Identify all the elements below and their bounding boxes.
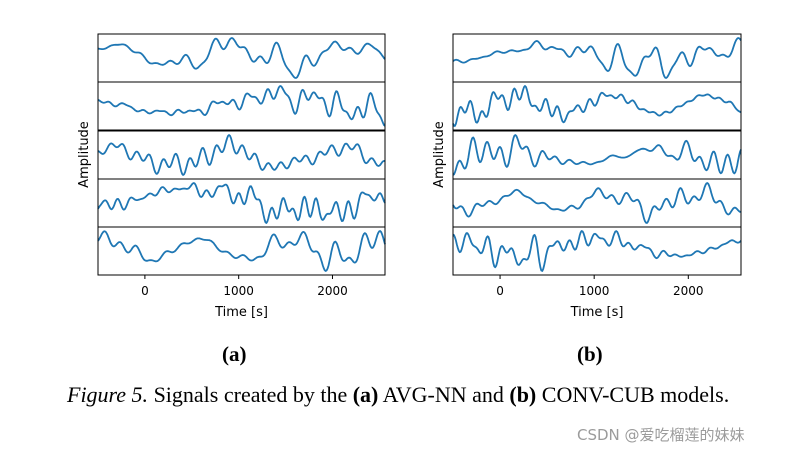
caption-figure-ref: Figure 5. — [67, 382, 149, 407]
subplot-3 — [97, 130, 386, 180]
x-tick-label: 0 — [496, 284, 504, 298]
subplot-frame — [97, 33, 386, 83]
signal-line — [452, 37, 742, 79]
x-tick-label: 1000 — [579, 284, 610, 298]
subplot-frame — [452, 226, 742, 276]
subplot-5 — [452, 226, 742, 276]
signal-line — [97, 85, 386, 127]
x-axis-label: Time [s] — [214, 305, 268, 320]
subplot-frame — [452, 81, 742, 131]
x-tick-label: 1000 — [223, 284, 254, 298]
panel-b-label: (b) — [577, 342, 603, 366]
signal-line — [97, 182, 386, 224]
chart-panel-a: 0 1000 2000 Time [s] Amplitude — [77, 33, 386, 320]
subplot-2 — [97, 81, 386, 131]
subplot-frame — [97, 81, 386, 131]
subplot-1 — [97, 33, 386, 83]
caption-text-1: Signals created by the — [148, 382, 353, 407]
caption-text-3: CONV-CUB models. — [536, 382, 730, 407]
chart-panel-b: 0 1000 2000 Time [s] Amplitude — [432, 33, 742, 320]
signal-line — [97, 230, 386, 272]
panel-a-label: (a) — [222, 342, 247, 366]
signal-line — [97, 134, 386, 176]
subplot-1 — [452, 33, 742, 83]
subplot-2 — [452, 81, 742, 131]
caption-a-label: (a) — [352, 382, 379, 407]
subplot-frame — [452, 178, 742, 228]
figure-caption: Figure 5. Signals created by the (a) AVG… — [67, 378, 767, 411]
caption-text-2: AVG-NN and — [378, 382, 510, 407]
subplot-5 — [97, 226, 386, 276]
signal-line — [452, 85, 742, 127]
watermark: CSDN @爱吃榴莲的妹妹 — [577, 426, 745, 444]
signal-line — [452, 230, 742, 272]
signal-line — [97, 37, 386, 79]
x-tick-label: 2000 — [317, 284, 348, 298]
y-axis-label: Amplitude — [77, 121, 92, 188]
caption-b-label: (b) — [509, 382, 537, 407]
subplot-4 — [97, 178, 386, 228]
x-tick-label: 2000 — [673, 284, 704, 298]
subplot-frame — [97, 226, 386, 276]
x-tick-label: 0 — [141, 284, 149, 298]
signal-line — [452, 134, 742, 176]
y-axis-label: Amplitude — [432, 121, 447, 188]
subplot-3 — [452, 130, 742, 180]
x-axis-label: Time [s] — [570, 305, 624, 320]
subplot-frame — [97, 130, 386, 180]
subplot-4 — [452, 178, 742, 228]
signal-line — [452, 182, 742, 224]
